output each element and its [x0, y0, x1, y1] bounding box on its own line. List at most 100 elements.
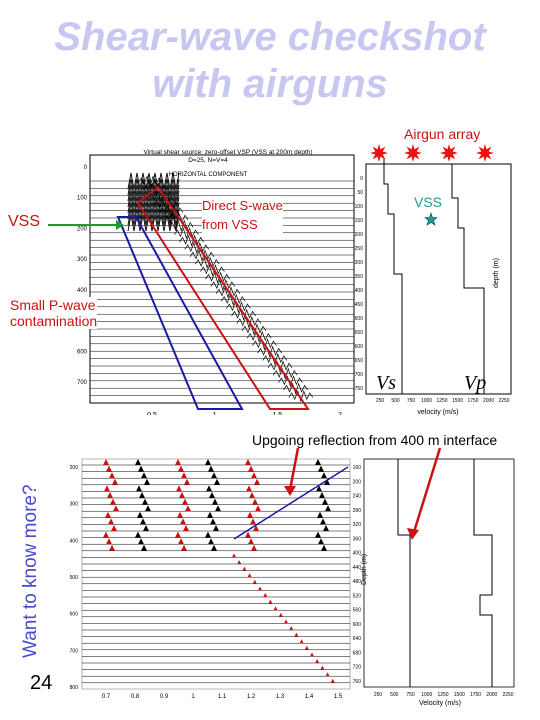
y-tick-label: 600 [355, 344, 364, 350]
trace-peak [310, 652, 314, 657]
trace-peak [315, 459, 321, 465]
y-tick-label: 480 [353, 579, 362, 585]
trace-wiggle [174, 227, 199, 240]
trace-peak [330, 678, 335, 683]
x-tick-label: 2250 [502, 692, 513, 698]
y-tick-label: 640 [353, 636, 362, 642]
trace-peak [182, 498, 188, 505]
trace-peak [252, 498, 258, 505]
page-number: 24 [30, 672, 53, 694]
bottom-depth-label: Depth (m) [361, 554, 368, 585]
trace-peak [268, 599, 273, 604]
x-tick-label: 250 [376, 398, 385, 404]
x-tick-label: 1250 [437, 692, 448, 698]
vss-right-label: VSS [414, 194, 443, 210]
trace-peak [254, 478, 260, 485]
trace-peak [104, 485, 110, 492]
trace-peak [251, 544, 257, 551]
want-to-know-more-link[interactable]: Want to know more? [20, 484, 41, 658]
trace-peak [325, 672, 330, 677]
trace-peak [247, 511, 253, 518]
y-tick-label: 200 [353, 479, 362, 485]
trace-peak [318, 465, 324, 472]
trace-peak [135, 531, 141, 538]
x-tick-label: 0.8 [131, 694, 140, 700]
y-tick-label: 200 [355, 232, 364, 238]
trace-peak [321, 472, 327, 479]
y-tick-label: 320 [353, 522, 362, 528]
trace-peak [205, 531, 211, 538]
top-y-ticks: 0100200300400500600700 [77, 165, 88, 386]
trace-peak [103, 531, 109, 538]
bottom-traces [82, 459, 350, 684]
trace-peak [185, 505, 191, 512]
trace-peak [316, 485, 322, 492]
first-arrival-wiggle [127, 172, 180, 190]
trace-peak [320, 665, 325, 670]
bottom-y-ticks: 200 300 400 500 600 700 800 [70, 465, 79, 691]
y-tick-label: 600 [353, 622, 362, 628]
bottom-seismic-panel: 200 300 400 500 600 700 800 0.7 0.8 0.9 1 1.1 1.2 1.… [70, 458, 351, 700]
trace-peak [105, 511, 111, 518]
y-tick-label: 200 [70, 465, 79, 471]
x-tick-label: 1000 [421, 692, 432, 698]
trace-peak [289, 626, 294, 630]
y-tick-label: 280 [353, 508, 362, 514]
trace-peak [181, 472, 187, 479]
trace-peak [109, 544, 115, 551]
trace-peak [317, 511, 323, 518]
y-tick-label: 300 [355, 260, 364, 266]
y-tick-label: 700 [77, 380, 88, 386]
p-wave-contamination-outline [116, 216, 244, 410]
vss-star-icon [424, 212, 438, 226]
y-tick-label: 700 [355, 372, 364, 378]
direct-s-line-1: Direct S-wave [202, 198, 283, 213]
x-tick-label: 750 [407, 398, 416, 404]
x-tick-label: 1500 [452, 398, 463, 404]
trace-peak [255, 505, 261, 512]
y-tick-label: 500 [355, 316, 364, 322]
y-tick-label: 360 [353, 536, 362, 542]
y-tick-label: 450 [355, 302, 364, 308]
trace-peak [322, 498, 328, 505]
trace-peak [278, 612, 283, 617]
trace-peak [138, 465, 144, 472]
trace-peak [318, 538, 324, 545]
top-velocity-label: velocity (m/s) [417, 409, 458, 416]
trace-peak [294, 632, 299, 637]
trace-wiggle [184, 242, 210, 255]
trace-peak [135, 459, 141, 465]
trace-peak [258, 586, 262, 591]
first-arrival-wiggle [127, 196, 180, 214]
first-arrival-wiggle [127, 202, 180, 220]
bottom-velocity-y-ticks: 160 200 240 280 320 360 400 440 480 520 560 600 640 6… [353, 465, 362, 685]
vp-profile-bottom [473, 459, 493, 687]
trace-peak [250, 518, 256, 525]
trace-peak [304, 645, 309, 650]
bottom-panel-frame [81, 458, 351, 690]
trace-peak [211, 544, 217, 551]
x-tick-label: 1.1 [218, 694, 227, 700]
trace-peak [103, 459, 109, 465]
trace-peak [321, 544, 327, 551]
small-p-line-1: Small P-wave [10, 297, 96, 313]
y-tick-label: 700 [70, 648, 79, 654]
trace-wiggle [283, 382, 308, 395]
airgun-marker-icon [370, 144, 388, 162]
trace-peak [179, 492, 185, 498]
trace-peak [141, 544, 147, 551]
x-tick-label: 1000 [421, 398, 432, 404]
trace-peak [211, 472, 217, 479]
trace-peak [320, 518, 326, 525]
x-tick-label: 1750 [467, 398, 478, 404]
y-tick-label: 200 [77, 226, 88, 232]
x-tick-label: 0.5 [147, 412, 157, 415]
vs-label: Vs [376, 372, 396, 394]
trace-peak [205, 459, 211, 465]
top-velocity-panel: 0 50 100 150 200 250 300 350 400 450 500 550 600 650 7… [355, 158, 512, 416]
trace-peak [178, 538, 184, 545]
trace-peak [299, 639, 304, 644]
x-tick-label: 1500 [454, 692, 465, 698]
trace-wiggle [257, 345, 282, 358]
trace-wiggle [262, 353, 288, 366]
